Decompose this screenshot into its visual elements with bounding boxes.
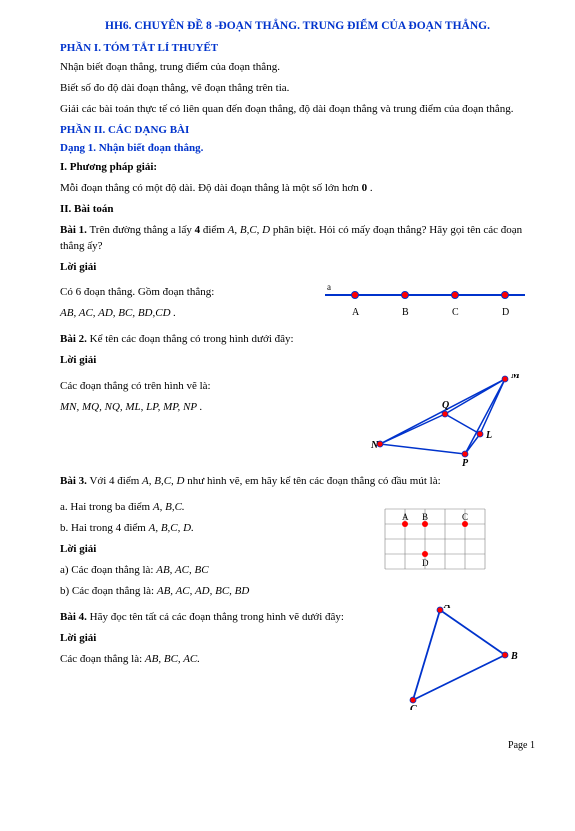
svg-text:C: C [452, 307, 459, 318]
bai4-loigiai: Lời giải [60, 631, 385, 647]
svg-text:M: M [510, 374, 521, 381]
bai3-b: b. Hai trong 4 điểm A, B,C, D. [60, 521, 380, 537]
svg-text:A: A [352, 307, 360, 318]
svg-text:L: L [485, 430, 492, 441]
bai3-sol-a: a) Các đoạn thẳng là: AB, AC, BC [60, 563, 380, 579]
bai4-text: Bài 4. Hãy đọc tên tất cả các đoạn thẳng… [60, 610, 385, 626]
svg-text:B: B [402, 307, 409, 318]
bai1-loigiai: Lời giải [60, 260, 535, 276]
bai2-text: Bài 2. Kể tên các đoạn thẳng có trong hì… [60, 332, 535, 348]
bai4-sol: Các đoạn thẳng là: AB, BC, AC. [60, 652, 385, 668]
dang1-header: Dạng 1. Nhận biết đoạn thẳng. [60, 142, 535, 154]
section-part2: PHẦN II. CÁC DẠNG BÀI [60, 124, 535, 136]
figure-3-grid-abcd: A B C D [380, 499, 495, 579]
svg-text:B: B [422, 512, 428, 522]
intro-line-3: Giải các bài toán thực tế có liên quan đ… [60, 102, 535, 118]
bai2-loigiai: Lời giải [60, 353, 535, 369]
bai3-loigiai: Lời giải [60, 542, 380, 558]
section-part1: PHẦN I. TÓM TẮT LÍ THUYẾT [60, 42, 535, 54]
svg-text:D: D [502, 307, 509, 318]
bai1-text: Bài 1. Trên đường thẳng a lấy 4 điểm A, … [60, 223, 535, 255]
svg-text:P: P [462, 458, 469, 469]
method-header: I. Phương pháp giải: [60, 160, 535, 176]
svg-text:A: A [402, 512, 409, 522]
svg-text:B: B [510, 651, 518, 662]
svg-text:C: C [462, 512, 468, 522]
figure-4-triangle-abc: A B C [385, 605, 525, 710]
bai3-text: Bài 3. Với 4 điểm A, B,C, D như hình vẽ,… [60, 474, 535, 490]
intro-line-2: Biết số đo độ dài đoạn thẳng, vẽ đoạn th… [60, 81, 535, 97]
ii-header: II. Bài toán [60, 202, 535, 218]
svg-text:a: a [327, 282, 331, 292]
bai2-sol-a: Các đoạn thẳng có trên hình vẽ là: [60, 379, 370, 395]
svg-text:N: N [370, 440, 379, 451]
page-footer: Page 1 [60, 740, 535, 751]
bai3-sol-b: b) Các đoạn thẳng là: AB, AC, AD, BC, BD [60, 584, 380, 600]
figure-2-polygon-mnqlp: N M Q L P [370, 374, 525, 469]
svg-text:D: D [422, 558, 429, 568]
svg-text:C: C [410, 704, 417, 710]
bai1-sol-b: AB, AC, AD, BC, BD,CD . [60, 306, 295, 322]
bai1-sol-a: Có 6 đoạn thẳng. Gồm đoạn thẳng: [60, 285, 295, 301]
method-text: Mỗi đoạn thẳng có một độ dài. Độ dài đoạ… [60, 181, 535, 197]
bai2-sol-b: MN, MQ, NQ, ML, LP, MP, NP . [60, 400, 370, 416]
svg-text:A: A [443, 605, 451, 611]
main-title: HH6. CHUYÊN ĐỀ 8 -ĐOẠN THẲNG. TRUNG ĐIỂM… [60, 20, 535, 32]
bai3-a: a. Hai trong ba điểm A, B,C. [60, 500, 380, 516]
intro-line-1: Nhận biết đoạn thẳng, trung điểm của đoạ… [60, 60, 535, 76]
figure-1-line-abcd: a A B C D [315, 280, 535, 325]
svg-text:Q: Q [442, 400, 449, 411]
